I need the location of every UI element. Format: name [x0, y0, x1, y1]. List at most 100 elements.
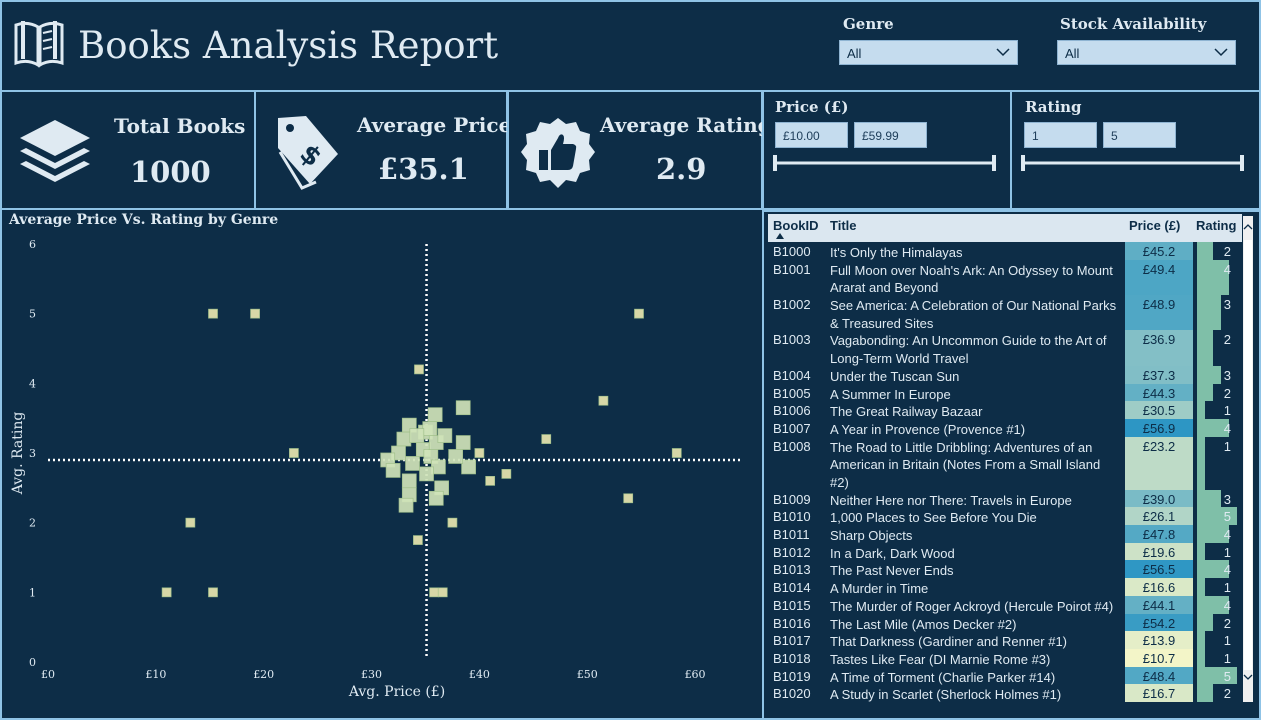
cell-book-id: B1015 [773, 597, 811, 613]
table-row[interactable]: B1007 A Year in Provence (Provence #1) £56… [768, 418, 1242, 437]
cell-rating: 4 [1197, 259, 1237, 296]
table-row[interactable]: B1015 The Murder of Roger Ackroyd (Hercul… [768, 595, 1242, 614]
kpi-average-rating-label: Average Rating [600, 113, 772, 137]
cell-book-id: B1017 [773, 633, 811, 649]
cell-price: £44.3 [1125, 383, 1193, 402]
scatter-point [414, 364, 424, 375]
cell-price-text: £49.4 [1142, 261, 1176, 277]
y-tick-label: 6 [29, 238, 36, 251]
scatter-point [501, 469, 512, 479]
rating-range-slider[interactable] [1018, 152, 1248, 174]
scatter-point [448, 449, 464, 464]
table-row[interactable]: B1012 In a Dark, Dark Wood £19.6 1 [768, 542, 1242, 561]
table-row[interactable]: B1001 Full Moon over Noah's Ark: An Odyss… [768, 259, 1242, 296]
scatter-point [398, 497, 414, 513]
table-row[interactable]: B1003 Vagabonding: An Uncommon Guide to t… [768, 330, 1242, 366]
cell-rating: 2 [1197, 383, 1237, 402]
cell-price-text: £30.5 [1142, 403, 1176, 419]
rating-bar [1197, 507, 1237, 526]
table-row[interactable]: B1005 A Summer In Europe £44.3 2 [768, 383, 1242, 402]
price-range-slider[interactable] [770, 152, 1000, 174]
stock-dropdown[interactable]: All [1057, 40, 1236, 65]
table-row[interactable]: B1002 See America: A Celebration of Our N… [768, 295, 1242, 331]
price-max-input[interactable]: £59.99 [854, 122, 927, 148]
cell-price-text: £47.8 [1142, 527, 1176, 543]
price-min-input[interactable]: £10.00 [775, 122, 848, 148]
cell-price-text: £23.2 [1142, 438, 1176, 454]
table-row[interactable]: B1004 Under the Tuscan Sun £37.3 3 [768, 365, 1242, 384]
cell-rating: 1 [1197, 436, 1237, 490]
scatter-point [409, 428, 425, 443]
layers-icon [20, 120, 90, 182]
table-scrollbar-thumb[interactable] [1244, 240, 1252, 670]
cell-book-id: B1000 [773, 244, 811, 259]
cell-price: £30.5 [1125, 401, 1193, 419]
cell-rating-text: 2 [1223, 615, 1231, 631]
table-row[interactable]: B1013 The Past Never Ends £56.5 4 [768, 560, 1242, 578]
price-slider-max-handle[interactable] [992, 155, 996, 171]
scatter-point [161, 587, 172, 598]
x-tick-label: £10 [145, 668, 166, 681]
cell-rating: 2 [1197, 684, 1237, 702]
scroll-up-icon[interactable] [1243, 222, 1253, 232]
column-header-bookid[interactable]: BookID [773, 218, 819, 233]
genre-filter-label: Genre [843, 15, 894, 33]
cell-book-id: B1011 [773, 527, 810, 543]
table-row[interactable]: B1018 Tastes Like Fear (DI Marnie Rome #3… [768, 648, 1242, 667]
rating-bar [1197, 525, 1229, 543]
table-row[interactable]: B1019 A Time of Torment (Charlie Parker #… [768, 666, 1242, 685]
cell-rating: 1 [1197, 631, 1237, 649]
cell-price: £39.0 [1125, 489, 1193, 508]
table-row[interactable]: B1009 Neither Here nor There: Travels in … [768, 489, 1242, 508]
rating-bar [1197, 648, 1205, 667]
scatter-point [422, 421, 438, 436]
kpi-average-price-value: £35.1 [378, 152, 469, 186]
cell-rating-text: 3 [1223, 367, 1231, 383]
scatter-point [671, 448, 682, 458]
y-tick-label: 3 [29, 447, 36, 460]
scatter-point [396, 431, 412, 447]
cell-title: That Darkness (Gardiner and Renner #1) [830, 634, 1068, 650]
scroll-down-icon[interactable] [1243, 672, 1253, 682]
chevron-down-icon [996, 48, 1010, 57]
rating-bar [1197, 684, 1213, 702]
table-row[interactable]: B1016 The Last Mile (Amos Decker #2) £54.2… [768, 613, 1242, 632]
rating-bar [1197, 242, 1213, 260]
book-open-icon [14, 21, 64, 68]
cell-book-id: B1002 [773, 297, 811, 313]
rating-bar [1197, 666, 1237, 685]
price-slider-min-handle[interactable] [773, 155, 777, 171]
rating-slider-min-handle[interactable] [1021, 155, 1025, 171]
rating-slider-max-handle[interactable] [1240, 155, 1244, 171]
rating-bar [1197, 489, 1221, 508]
column-header-price[interactable]: Price (£) [1129, 218, 1181, 233]
price-range-slicer [762, 90, 1012, 210]
rating-max-input[interactable]: 5 [1103, 122, 1176, 148]
column-header-title[interactable]: Title [830, 218, 857, 233]
genre-dropdown[interactable]: All [839, 40, 1018, 65]
scatter-chart[interactable]: 0 1 2 3 4 5 6 £0 £10 £20 £30 £40 £50 £60 Avg. Price (£… [0, 230, 760, 716]
cell-rating-text: 1 [1223, 403, 1231, 419]
scatter-point [208, 308, 218, 319]
rating-min-input[interactable]: 1 [1024, 122, 1097, 148]
table-row[interactable]: B1017 That Darkness (Gardiner and Renner … [768, 631, 1242, 649]
rating-bar [1197, 295, 1221, 331]
cell-price: £23.2 [1125, 436, 1193, 490]
table-row[interactable]: B1014 A Murder in Time £16.6 1 [768, 578, 1242, 596]
table-row[interactable]: B1011 Sharp Objects £47.8 4 [768, 525, 1242, 543]
table-row[interactable]: B1006 The Great Railway Bazaar £30.5 1 [768, 401, 1242, 419]
table-row[interactable]: B1008 The Road to Little Dribbling: Adven… [768, 436, 1242, 490]
column-header-rating[interactable]: Rating [1196, 218, 1237, 233]
table-row[interactable]: B1010 1,000 Places to See Before You Die £… [768, 507, 1242, 525]
table-row[interactable]: B1000 It's Only the Himalayas £45.2 2 [768, 242, 1242, 260]
x-axis-label: Avg. Price (£) [348, 684, 445, 700]
cell-price: £36.9 [1125, 330, 1193, 366]
cell-price-text: £13.9 [1142, 633, 1176, 649]
cell-rating: 1 [1197, 648, 1237, 667]
scatter-point [429, 587, 439, 598]
cell-rating-text: 4 [1223, 597, 1231, 613]
chevron-down-icon [1214, 48, 1228, 57]
table-row[interactable]: B1020 A Study in Scarlet (Sherlock Holmes… [768, 684, 1242, 702]
cell-rating: 1 [1197, 401, 1237, 419]
cell-rating-text: 5 [1223, 509, 1231, 525]
